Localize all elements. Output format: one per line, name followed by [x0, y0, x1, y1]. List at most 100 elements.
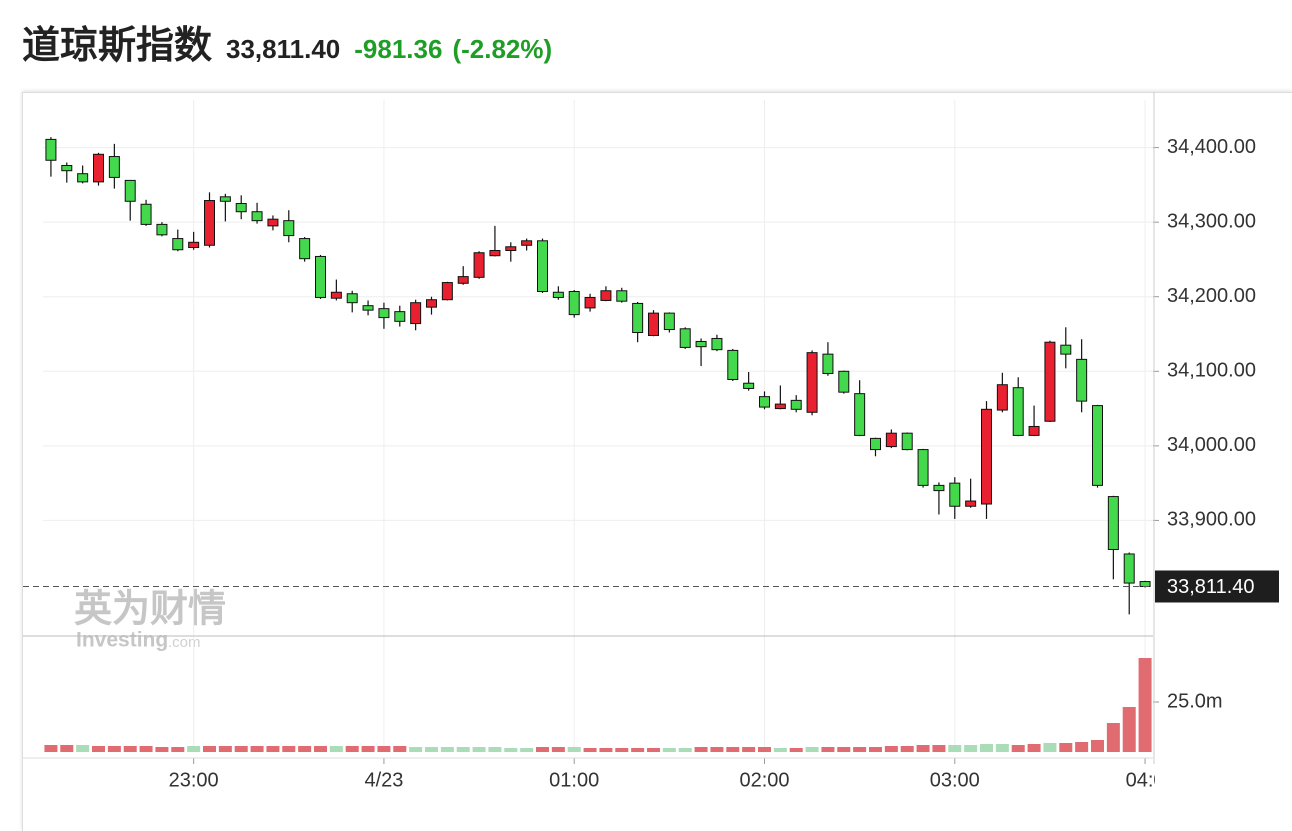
price: 33,811.40: [226, 34, 341, 64]
candle-body: [378, 308, 390, 319]
x-tick-label: 4/23: [364, 769, 403, 791]
y-tick-label: 34,200.00: [1167, 285, 1256, 307]
candle-body: [996, 384, 1008, 411]
candle-body: [949, 482, 961, 507]
volume-bar: [44, 745, 58, 752]
volume-bar: [647, 748, 660, 752]
volume-bar: [964, 745, 978, 752]
volume-bar: [662, 748, 676, 752]
candle-body: [1028, 425, 1040, 436]
candle-body: [568, 291, 580, 316]
candle-body: [172, 238, 184, 251]
volume-bar: [678, 748, 692, 752]
volume-bar: [1043, 743, 1057, 752]
x-tick-label: 03:00: [930, 769, 980, 791]
candle-body: [394, 311, 406, 322]
candle-body: [1044, 341, 1056, 422]
candle-body: [854, 393, 866, 436]
x-tick-label: 23:00: [169, 769, 219, 791]
volume-bar: [409, 747, 423, 752]
x-tick-label: 04:0: [1126, 769, 1165, 791]
volume-bar: [583, 748, 597, 752]
volume-bar: [631, 748, 645, 752]
candle-body: [1123, 553, 1135, 584]
volume-bar: [1138, 658, 1152, 752]
volume-bar: [995, 744, 1009, 752]
y-tick-label: 34,000.00: [1167, 434, 1256, 456]
volume-bar: [155, 747, 169, 752]
candle-body: [283, 220, 295, 237]
last-price-box: [1155, 570, 1279, 603]
candle-body: [473, 252, 485, 278]
watermark-brand: 英为财情: [74, 587, 226, 631]
volume-bar: [361, 746, 375, 752]
volume-bar: [488, 747, 502, 752]
volume-bar: [329, 746, 343, 752]
volume-bar: [1011, 745, 1025, 752]
candle-body: [489, 249, 501, 257]
y-tick-label: 33,900.00: [1167, 509, 1256, 531]
candle-body: [917, 449, 929, 486]
volume-bar: [900, 746, 914, 752]
watermark-sub: Investing: [76, 629, 168, 652]
candle-body: [410, 302, 422, 325]
volume-bar: [123, 746, 137, 752]
volume-bar: [789, 748, 803, 752]
candle-body: [156, 223, 168, 236]
volume-bar: [282, 746, 296, 752]
candle-body: [1012, 387, 1024, 436]
volume-bar: [1075, 742, 1089, 752]
volume-bar: [440, 747, 454, 752]
volume-bar: [393, 746, 407, 752]
volume-bar: [377, 746, 391, 752]
candle-body: [743, 382, 755, 389]
volume-bar: [504, 748, 518, 752]
candle-body: [457, 276, 469, 284]
candle-body: [806, 352, 818, 413]
candle-body: [695, 340, 707, 348]
volume-bar: [1059, 743, 1073, 752]
volume-bar: [187, 746, 201, 752]
candle-body: [981, 408, 992, 505]
candle-body: [45, 138, 57, 161]
volume-bar: [139, 746, 153, 752]
y-tick-label: 34,400.00: [1167, 136, 1256, 158]
x-tick-label: 02:00: [739, 769, 789, 791]
volume-bar: [60, 745, 74, 752]
candle-body: [346, 293, 358, 304]
volume-bar: [615, 748, 629, 752]
volume-bar: [203, 746, 216, 752]
candle-body: [822, 353, 834, 375]
candle-body: [616, 290, 628, 302]
candle-body: [1092, 405, 1103, 486]
chart-panel: [22, 92, 1292, 831]
volume-bar: [1027, 744, 1041, 752]
candle-body: [140, 203, 152, 225]
y-tick-label: 34,100.00: [1167, 360, 1256, 382]
volume-bar: [694, 747, 708, 752]
candle-body: [537, 240, 548, 293]
candle-body: [584, 296, 596, 309]
volume-bar: [107, 746, 121, 752]
candle-body: [299, 238, 311, 260]
volume-bar: [250, 746, 264, 752]
candle-body: [727, 349, 739, 380]
header: 道琼斯指数 33,811.40 -981.36 (-2.82%): [22, 14, 552, 69]
candle-body: [77, 173, 89, 183]
candle-body: [1076, 358, 1088, 402]
candle-body: [251, 211, 263, 222]
candle-body: [93, 153, 104, 183]
candle-body: [521, 240, 533, 246]
title: 道琼斯指数: [22, 23, 213, 67]
volume-bar: [599, 748, 613, 752]
candle-body: [965, 500, 977, 507]
y-tick-label: 34,300.00: [1167, 210, 1256, 232]
candle-body: [1060, 344, 1072, 355]
volume-bar: [1106, 723, 1120, 752]
watermark: 英为财情 Investing .com: [74, 587, 226, 652]
volume-bar: [551, 747, 565, 752]
candle-body: [219, 196, 231, 202]
candle-body: [330, 291, 342, 299]
volume-bar: [1122, 707, 1136, 752]
